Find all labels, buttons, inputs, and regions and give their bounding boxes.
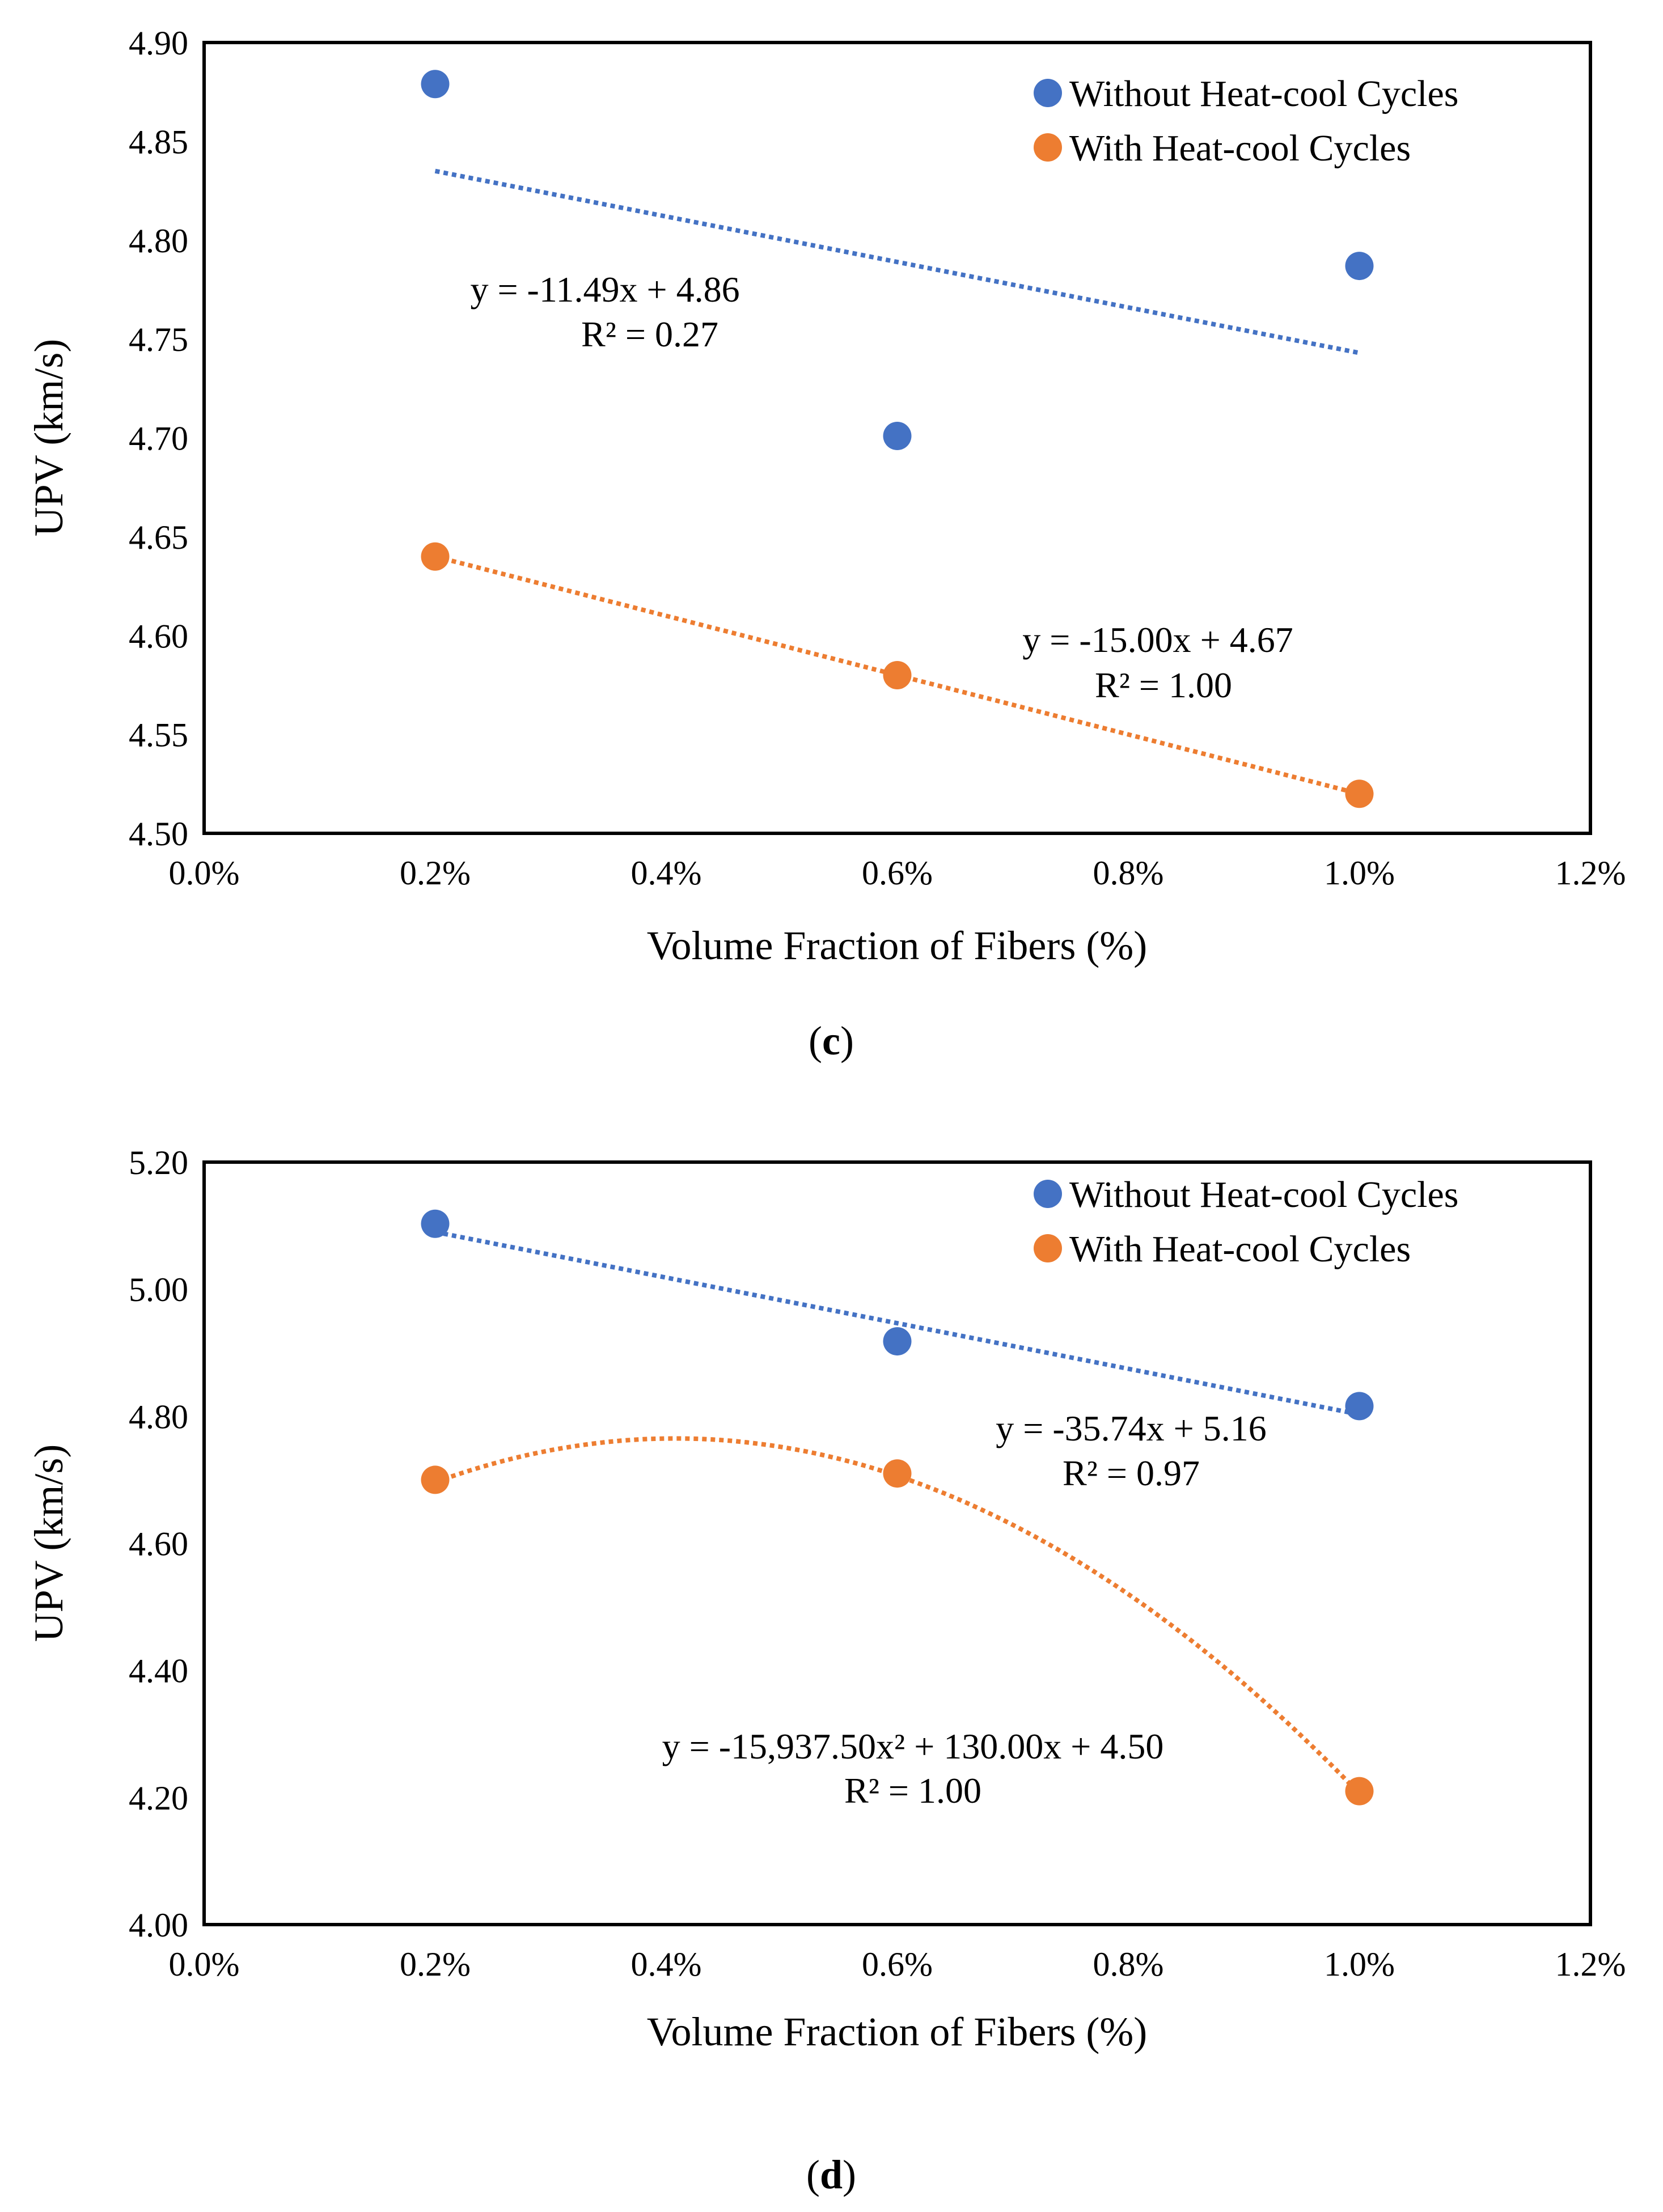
r2-without: R² = 0.27 (581, 314, 718, 354)
x-tick-label: 0.2% (400, 854, 471, 892)
plot-area-frame (202, 1160, 1592, 1926)
x-axis-title: Volume Fraction of Fibers (%) (647, 923, 1148, 968)
data-point-series-0 (421, 1209, 450, 1238)
y-tick-label: 4.90 (129, 24, 188, 62)
x-tick-labels: 0.0% 0.2% 0.4% 0.6% 0.8% 1.0% 1.2% (169, 1946, 1626, 1983)
y-tick-label: 4.85 (129, 123, 188, 160)
y-tick-label: 4.60 (129, 617, 188, 655)
x-tick-label: 0.6% (862, 1946, 933, 1983)
y-tick-label: 5.20 (129, 1144, 188, 1181)
data-point-series-0 (883, 422, 912, 451)
equation-without: y = -11.49x + 4.86 (470, 269, 739, 310)
x-tick-label: 0.2% (400, 1946, 471, 1983)
panel-letter-c: c (822, 1018, 840, 1063)
x-tick-label: 0.0% (169, 1946, 240, 1983)
panel-letter-d: d (820, 2152, 843, 2197)
y-tick-label: 4.80 (129, 222, 188, 260)
data-point-series-0 (1345, 252, 1374, 281)
chart-d: 4.00 4.20 4.40 4.60 4.80 5.00 5.20 0.0% 0.2% 0.4… (26, 1144, 1626, 2197)
legend-label-without: Without Heat-cool Cycles (1069, 1174, 1459, 1215)
legend-marker-without (1034, 1180, 1062, 1208)
data-point-series-1 (421, 1465, 450, 1494)
data-point-series-1 (421, 542, 450, 571)
plot-area-frame (202, 41, 1592, 835)
trendlines (434, 1230, 1361, 1795)
x-tick-label: 0.8% (1093, 1946, 1164, 1983)
legend-marker-with (1034, 1234, 1062, 1262)
trendline-series-0 (434, 168, 1360, 355)
x-tick-label: 0.4% (631, 854, 702, 892)
data-point-series-0 (421, 70, 450, 99)
y-tick-label: 4.50 (129, 815, 188, 853)
y-axis-title: UPV (km/s) (26, 1444, 71, 1642)
x-tick-label: 0.6% (862, 854, 933, 892)
legend: Without Heat-cool Cycles With Heat-cool … (1034, 73, 1459, 169)
y-tick-label: 4.60 (129, 1525, 188, 1563)
legend-label-without: Without Heat-cool Cycles (1069, 73, 1459, 115)
equation-with: y = -15,937.50x² + 130.00x + 4.50 (662, 1726, 1164, 1766)
y-tick-label: 4.20 (129, 1779, 188, 1817)
y-tick-label: 4.80 (129, 1398, 188, 1435)
equation-without: y = -35.74x + 5.16 (996, 1408, 1267, 1448)
legend: Without Heat-cool Cycles With Heat-cool … (1034, 1174, 1459, 1270)
y-tick-label: 4.70 (129, 420, 188, 457)
y-tick-label: 4.00 (129, 1906, 188, 1944)
data-point-series-1 (1345, 1777, 1374, 1806)
legend-label-with: With Heat-cool Cycles (1069, 1228, 1411, 1270)
data-point-series-1 (1345, 779, 1374, 808)
y-axis-title: UPV (km/s) (26, 339, 71, 537)
data-point-series-0 (883, 1327, 912, 1356)
data-points (421, 70, 1374, 808)
equation-with: y = -15.00x + 4.67 (1022, 620, 1293, 660)
legend-marker-with (1034, 133, 1062, 162)
data-point-series-1 (883, 1459, 912, 1488)
x-axis-title: Volume Fraction of Fibers (%) (647, 2009, 1148, 2054)
x-tick-labels: 0.0% 0.2% 0.4% 0.6% 0.8% 1.0% 1.2% (169, 854, 1626, 892)
r2-with: R² = 1.00 (844, 1770, 981, 1811)
legend-marker-without (1034, 79, 1062, 107)
legend-label-with: With Heat-cool Cycles (1069, 128, 1411, 169)
panel-label-c: (c) (809, 1018, 854, 1063)
x-tick-label: 0.0% (169, 854, 240, 892)
x-tick-label: 1.2% (1555, 854, 1626, 892)
r2-without: R² = 0.97 (1063, 1453, 1200, 1493)
chart-c: 4.50 4.55 4.60 4.65 4.70 4.75 4.80 4.85 4.90 0.0… (26, 24, 1626, 1063)
x-tick-label: 1.0% (1324, 854, 1395, 892)
data-points (421, 1209, 1374, 1806)
y-tick-label: 4.55 (129, 717, 188, 754)
x-tick-label: 0.8% (1093, 854, 1164, 892)
data-point-series-1 (883, 661, 912, 689)
y-tick-labels: 4.50 4.55 4.60 4.65 4.70 4.75 4.80 4.85 4.90 (129, 24, 188, 853)
trendline-series-0 (434, 1230, 1360, 1417)
r2-with: R² = 1.00 (1095, 665, 1232, 705)
y-tick-label: 5.00 (129, 1271, 188, 1308)
y-tick-label: 4.40 (129, 1652, 188, 1690)
panel-label-d: (d) (806, 2152, 856, 2197)
data-point-series-0 (1345, 1392, 1374, 1421)
y-tick-label: 4.65 (129, 519, 188, 556)
x-tick-label: 1.0% (1324, 1946, 1395, 1983)
y-tick-labels: 4.00 4.20 4.40 4.60 4.80 5.00 5.20 (129, 1144, 188, 1944)
x-tick-label: 1.2% (1555, 1946, 1626, 1983)
x-tick-label: 0.4% (631, 1946, 702, 1983)
y-tick-label: 4.75 (129, 321, 188, 358)
